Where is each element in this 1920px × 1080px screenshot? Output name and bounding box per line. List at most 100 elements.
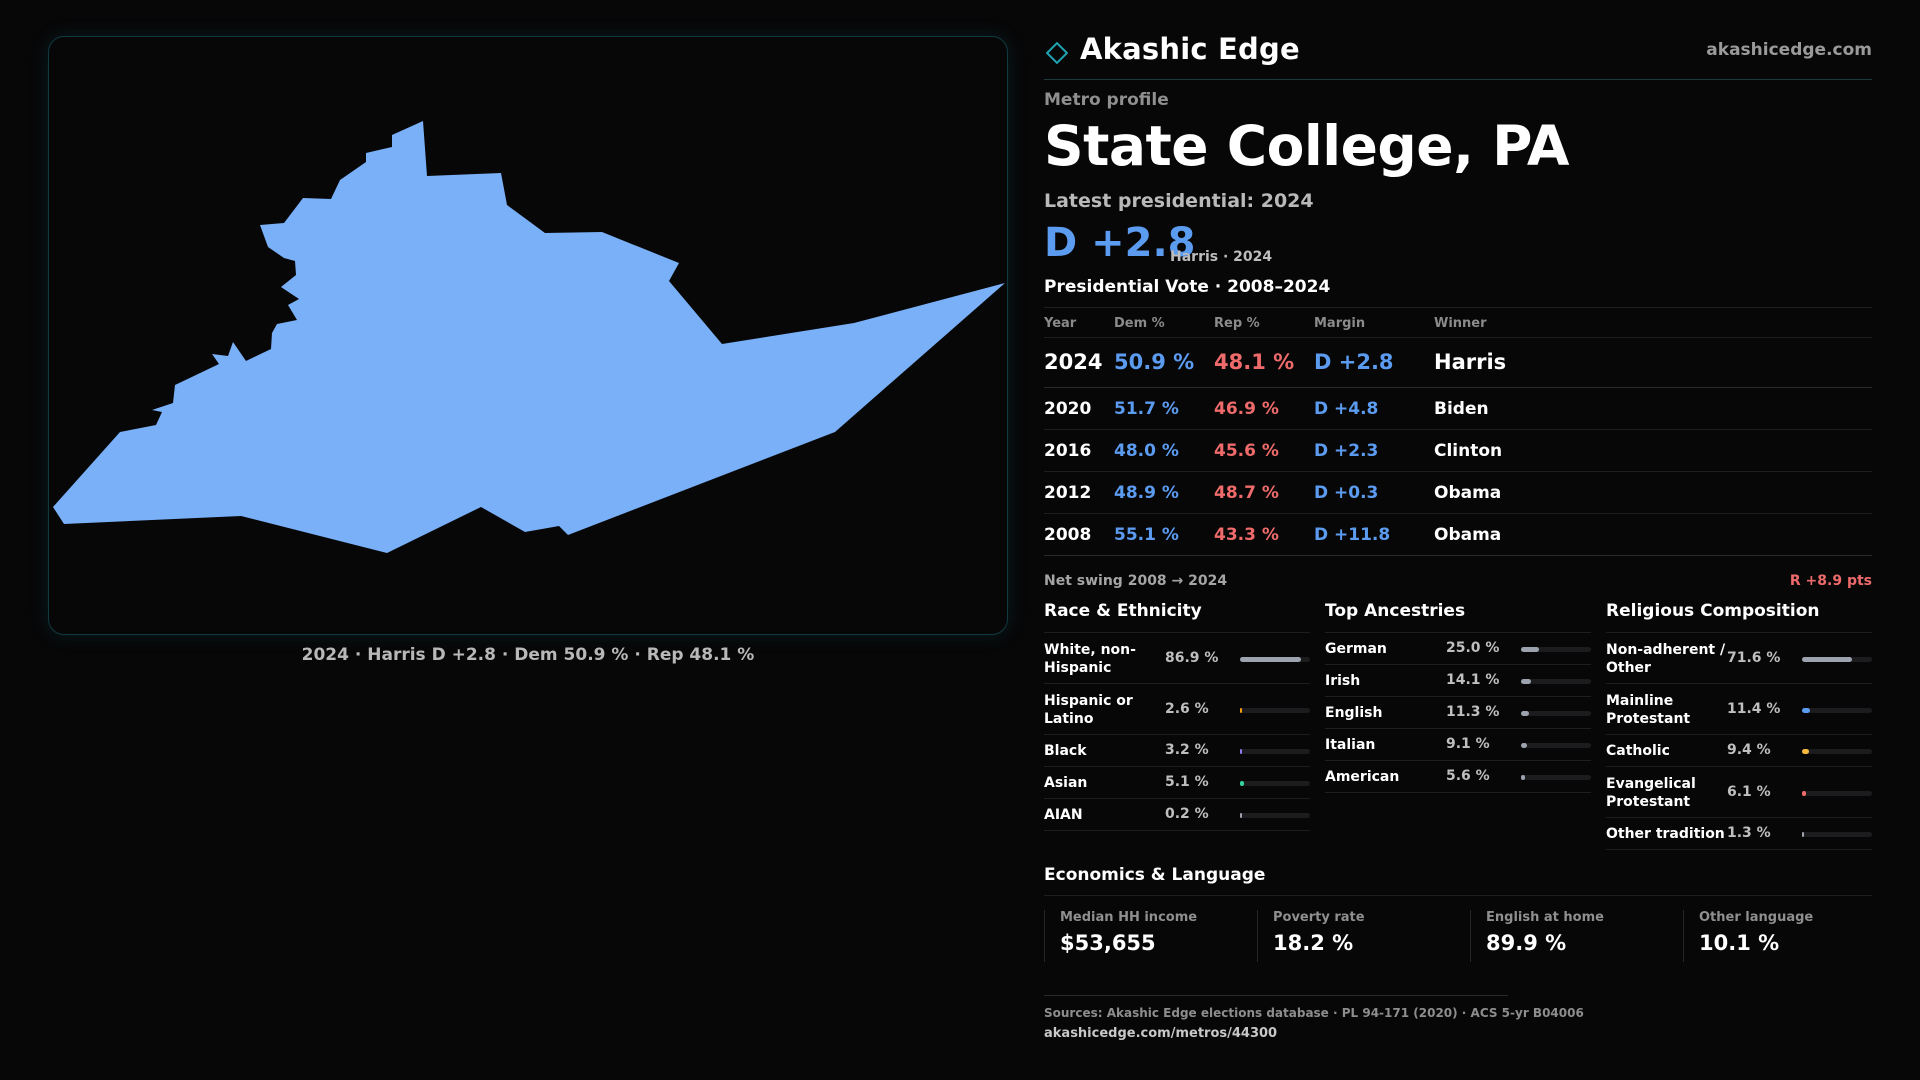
cell-year: 2008 xyxy=(1044,525,1092,545)
econ-label: English at home xyxy=(1486,910,1604,925)
econ-label: Poverty rate xyxy=(1273,910,1365,925)
ancestry-row: Italian 9.1 % xyxy=(1325,729,1591,761)
brand-name: Akashic Edge xyxy=(1080,32,1300,66)
ancestry-pct: 9.1 % xyxy=(1446,736,1490,752)
race-label: White, non-Hispanic xyxy=(1044,642,1136,676)
religion-pct: 11.4 % xyxy=(1727,701,1781,717)
cell-winner: Harris xyxy=(1434,350,1507,374)
religion-bar xyxy=(1802,832,1872,837)
metro-map-panel xyxy=(48,36,1008,635)
ancestry-bar xyxy=(1521,743,1591,748)
table-row: 2020 51.7 % 46.9 % D +4.8 Biden xyxy=(1044,387,1872,429)
cell-dem: 55.1 % xyxy=(1114,525,1179,545)
race-pct: 3.2 % xyxy=(1165,742,1209,758)
metro-permalink[interactable]: akashicedge.com/metros/44300 xyxy=(1044,1026,1278,1041)
column-header-winner: Winner xyxy=(1434,316,1487,331)
vote-table-title: Presidential Vote · 2008–2024 xyxy=(1044,277,1331,297)
religion-pct: 71.6 % xyxy=(1727,650,1781,666)
table-row: 2024 50.9 % 48.1 % D +2.8 Harris xyxy=(1044,337,1872,387)
table-header-row: Year Dem % Rep % Margin Winner xyxy=(1044,307,1872,337)
sources-note: Sources: Akashic Edge elections database… xyxy=(1044,1006,1584,1020)
econ-value: 18.2 % xyxy=(1273,931,1354,955)
latest-margin: D +2.8 xyxy=(1044,220,1196,266)
religious-composition-title: Religious Composition xyxy=(1606,601,1872,633)
ancestry-bar-fill xyxy=(1521,775,1525,780)
race-ethnicity-title: Race & Ethnicity xyxy=(1044,601,1310,633)
cell-rep: 46.9 % xyxy=(1214,399,1279,419)
race-bar-fill xyxy=(1240,749,1242,754)
ancestry-row: German 25.0 % xyxy=(1325,633,1591,665)
econ-label: Other language xyxy=(1699,910,1814,925)
cell-winner: Clinton xyxy=(1434,441,1503,461)
ancestry-row: English 11.3 % xyxy=(1325,697,1591,729)
cell-margin: D +11.8 xyxy=(1314,525,1391,545)
ancestry-bar xyxy=(1521,775,1591,780)
ancestry-label: Italian xyxy=(1325,737,1376,753)
religion-label: Non-adherent / Other xyxy=(1606,642,1726,676)
table-divider xyxy=(1044,555,1872,556)
race-bar xyxy=(1240,657,1310,662)
cell-margin: D +2.3 xyxy=(1314,441,1379,461)
ancestry-pct: 11.3 % xyxy=(1446,704,1500,720)
presidential-vote-table: Year Dem % Rep % Margin Winner 2024 50.9… xyxy=(1044,307,1872,556)
column-header-year: Year xyxy=(1044,316,1077,331)
ancestry-pct: 5.6 % xyxy=(1446,768,1490,784)
ancestry-bar xyxy=(1521,679,1591,684)
race-bar xyxy=(1240,708,1310,713)
religion-pct: 9.4 % xyxy=(1727,742,1771,758)
ancestry-bar-fill xyxy=(1521,647,1539,652)
race-bar xyxy=(1240,781,1310,786)
footer-divider xyxy=(1044,995,1508,996)
race-bar xyxy=(1240,813,1310,818)
religious-composition-panel: Religious Composition Non-adherent / Oth… xyxy=(1606,601,1872,850)
religion-pct: 1.3 % xyxy=(1727,825,1771,841)
race-bar-fill xyxy=(1240,708,1242,713)
religion-row: Non-adherent / Other 71.6 % xyxy=(1606,633,1872,684)
cell-winner: Obama xyxy=(1434,525,1502,545)
religion-label: Catholic xyxy=(1606,743,1670,759)
race-bar xyxy=(1240,749,1310,754)
diamond-logo-icon xyxy=(1046,42,1068,64)
religion-row: Catholic 9.4 % xyxy=(1606,735,1872,767)
econ-cell-english: English at home 89.9 % xyxy=(1470,910,1604,962)
race-pct: 2.6 % xyxy=(1165,701,1209,717)
column-header-margin: Margin xyxy=(1314,316,1366,331)
religion-label: Evangelical Protestant xyxy=(1606,776,1696,810)
map-caption: 2024 · Harris D +2.8 · Dem 50.9 % · Rep … xyxy=(301,645,755,665)
cell-winner: Obama xyxy=(1434,483,1502,503)
latest-winner-year: Harris · 2024 xyxy=(1170,249,1273,265)
econ-label: Median HH income xyxy=(1060,910,1198,925)
cell-rep: 48.7 % xyxy=(1214,483,1279,503)
race-row: AIAN 0.2 % xyxy=(1044,799,1310,831)
site-link[interactable]: akashicedge.com xyxy=(1706,40,1872,60)
religion-row: Evangelical Protestant 6.1 % xyxy=(1606,767,1872,818)
econ-cell-other-language: Other language 10.1 % xyxy=(1683,910,1813,962)
religion-label: Other tradition xyxy=(1606,826,1725,842)
race-ethnicity-panel: Race & Ethnicity White, non-Hispanic 86.… xyxy=(1044,601,1310,831)
cell-rep: 45.6 % xyxy=(1214,441,1279,461)
column-header-dem: Dem % xyxy=(1114,316,1165,331)
cell-year: 2012 xyxy=(1044,483,1092,503)
latest-presidential-label: Latest presidential: 2024 xyxy=(1044,190,1314,212)
economics-title: Economics & Language xyxy=(1044,865,1266,885)
religion-bar xyxy=(1802,749,1872,754)
ancestry-row: Irish 14.1 % xyxy=(1325,665,1591,697)
ancestry-label: Irish xyxy=(1325,673,1361,689)
econ-cell-income: Median HH income $53,655 xyxy=(1044,910,1197,962)
religion-bar-fill xyxy=(1802,657,1852,662)
cell-dem: 48.0 % xyxy=(1114,441,1179,461)
net-swing-label: Net swing 2008 → 2024 xyxy=(1044,573,1228,589)
race-row: White, non-Hispanic 86.9 % xyxy=(1044,633,1310,684)
religion-label: Mainline Protestant xyxy=(1606,693,1691,727)
cell-dem: 50.9 % xyxy=(1114,350,1195,374)
economics-panel: Median HH income $53,655 Poverty rate 18… xyxy=(1044,895,1872,969)
cell-dem: 51.7 % xyxy=(1114,399,1179,419)
ancestry-row: American 5.6 % xyxy=(1325,761,1591,793)
race-pct: 86.9 % xyxy=(1165,650,1219,666)
ancestry-label: American xyxy=(1325,769,1400,785)
religion-bar xyxy=(1802,708,1872,713)
religion-bar-fill xyxy=(1802,791,1806,796)
table-row: 2016 48.0 % 45.6 % D +2.3 Clinton xyxy=(1044,429,1872,471)
table-row: 2008 55.1 % 43.3 % D +11.8 Obama xyxy=(1044,513,1872,555)
econ-cell-poverty: Poverty rate 18.2 % xyxy=(1257,910,1365,962)
